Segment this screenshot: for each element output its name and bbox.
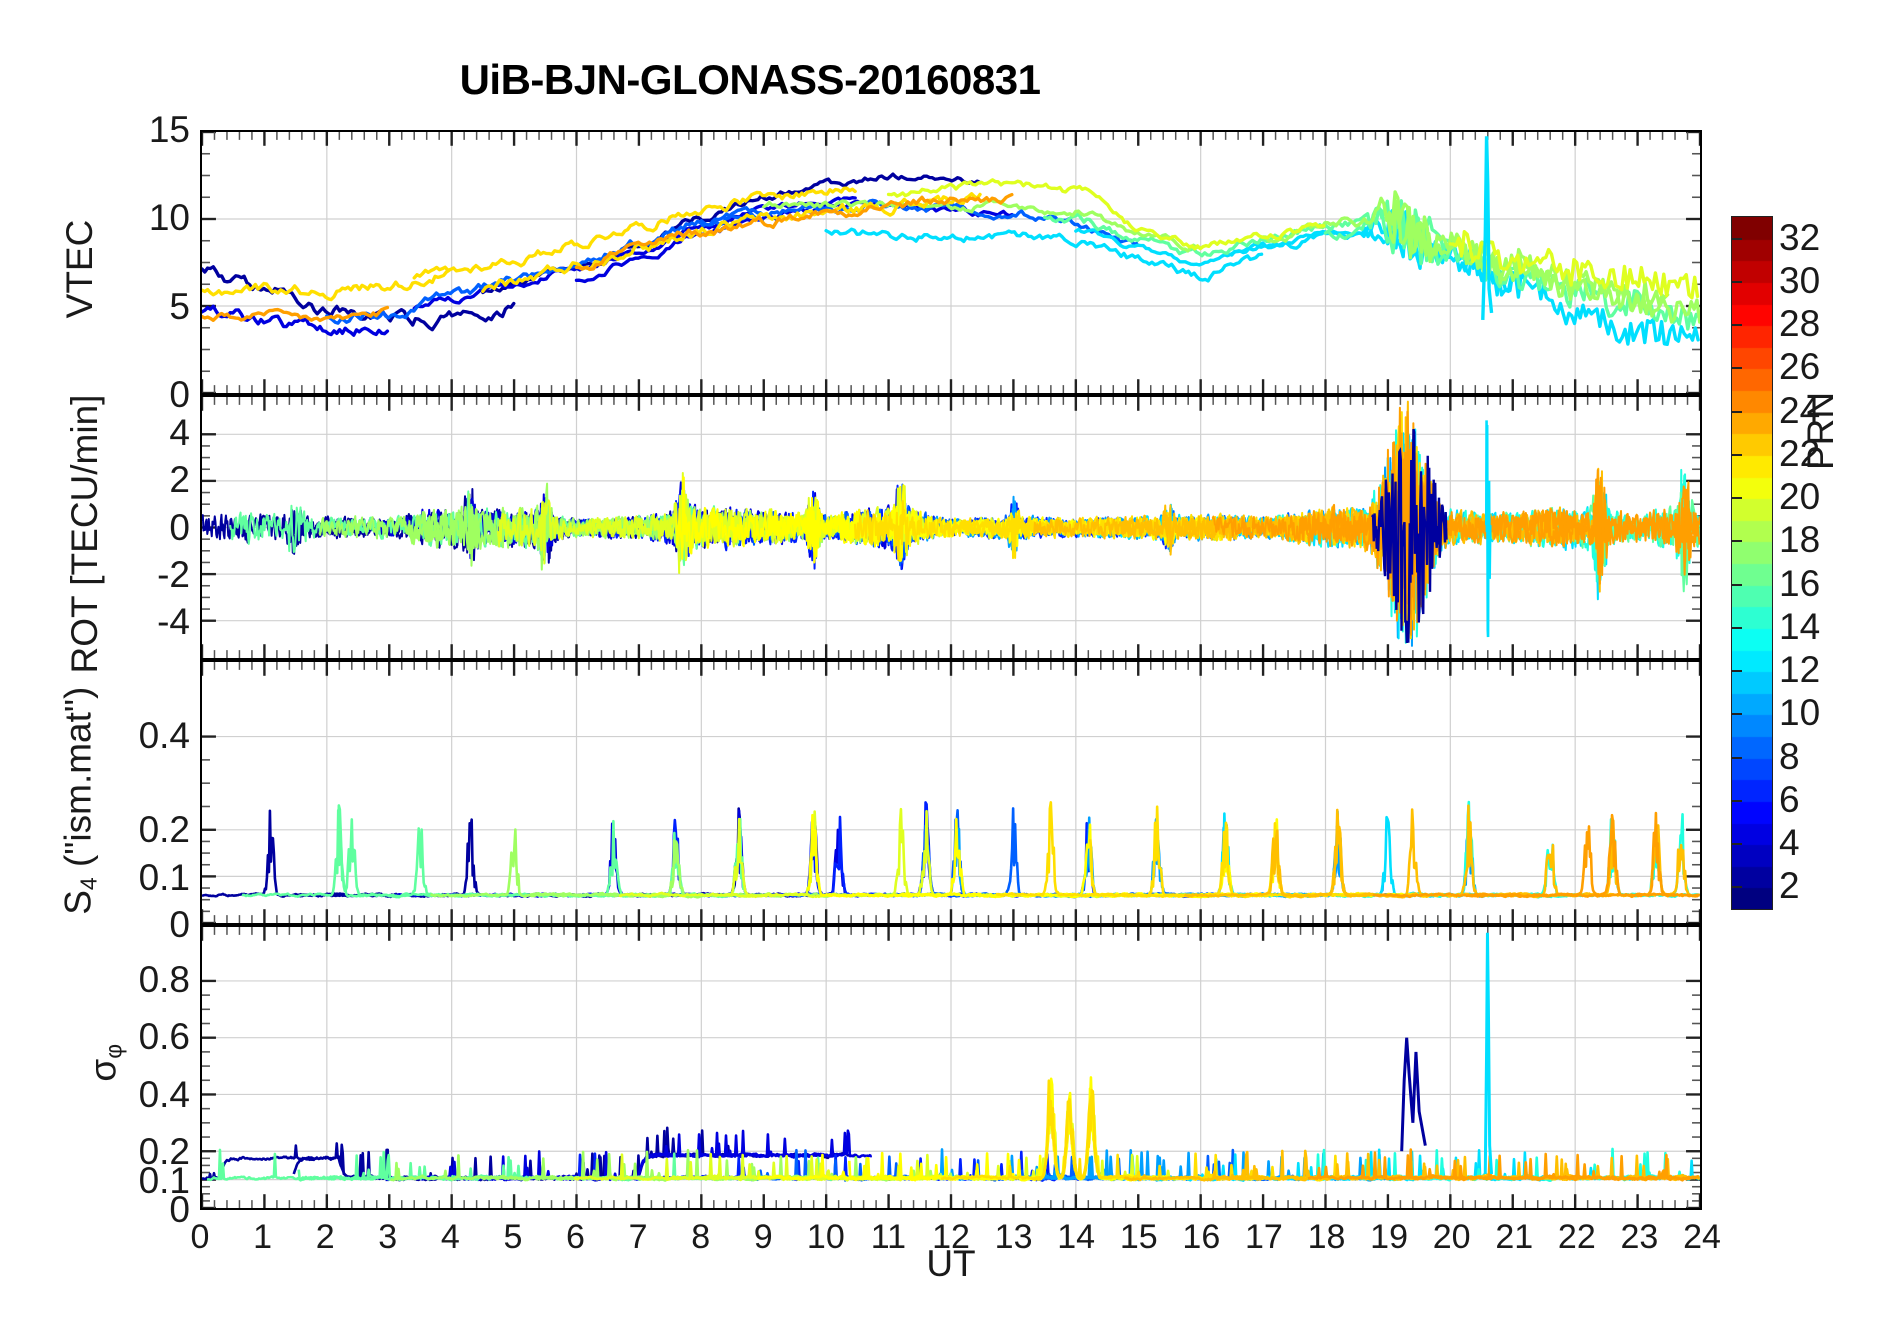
x-tick-8: 8 [691, 1218, 711, 1256]
x-tick-21: 21 [1495, 1218, 1534, 1256]
colorbar-tickmark [1731, 324, 1742, 327]
colorbar-tickmark [1731, 410, 1742, 413]
y-tick-sigmaphi: 0.4 [138, 1073, 190, 1115]
colorbar-tick-20: 20 [1779, 476, 1821, 518]
prn-colorbar [1731, 216, 1773, 910]
colorbar-tickmark [1731, 886, 1742, 889]
x-tick-3: 3 [378, 1218, 398, 1256]
colorbar-label: PRN [1800, 391, 1841, 470]
colorbar-tickmark [1731, 497, 1742, 500]
y-tick-rot: -4 [157, 601, 190, 643]
x-tick-5: 5 [503, 1218, 523, 1256]
y-tick-vtec: 10 [148, 197, 190, 239]
colorbar-tick-12: 12 [1779, 649, 1821, 691]
x-tick-7: 7 [628, 1218, 648, 1256]
colorbar-tick-18: 18 [1779, 519, 1821, 561]
x-tick-23: 23 [1620, 1218, 1659, 1256]
x-tick-20: 20 [1432, 1218, 1471, 1256]
y-tick-sigmaphi: 0.8 [138, 958, 190, 1000]
page-title: UiB-BJN-GLONASS-20160831 [459, 56, 1041, 103]
x-tick-15: 15 [1119, 1218, 1158, 1256]
x-tick-12: 12 [932, 1218, 970, 1256]
y-tick-s4: 0 [169, 904, 190, 945]
colorbar-tick-8: 8 [1779, 735, 1800, 777]
colorbar-tickmark [1731, 583, 1742, 586]
colorbar-tickmark [1731, 540, 1742, 543]
x-tick-19: 19 [1370, 1218, 1408, 1256]
panel-rot [200, 395, 1702, 660]
y-tick-rot: 4 [169, 411, 190, 453]
x-tick-17: 17 [1244, 1218, 1283, 1256]
y-tick-s4: 0.2 [138, 809, 190, 851]
colorbar-tick-16: 16 [1779, 562, 1821, 604]
colorbar-tick-14: 14 [1779, 605, 1821, 647]
colorbar-tickmark [1731, 280, 1742, 283]
colorbar-tick-24: 24 [1779, 389, 1821, 431]
y-tick-s4: 0.1 [138, 856, 190, 898]
colorbar-tick-10: 10 [1779, 692, 1821, 734]
colorbar-tick-32: 32 [1779, 216, 1821, 258]
colorbar-tick-4: 4 [1779, 822, 1800, 864]
colorbar-tick-30: 30 [1779, 259, 1821, 301]
x-tick-22: 22 [1557, 1218, 1596, 1256]
y-tick-sigmaphi: 0.1 [138, 1160, 190, 1202]
x-tick-24: 24 [1683, 1218, 1721, 1256]
y-tick-sigmaphi: 0.6 [138, 1016, 190, 1058]
y-tick-vtec: 5 [169, 285, 190, 327]
x-tick-16: 16 [1182, 1218, 1221, 1256]
y-tick-vtec: 0 [169, 374, 190, 415]
colorbar-tickmark [1731, 756, 1742, 759]
x-tick-13: 13 [994, 1218, 1033, 1256]
y-tick-s4: 0.4 [138, 714, 190, 756]
colorbar-tick-2: 2 [1779, 865, 1800, 907]
vtec-plot-area [202, 132, 1700, 393]
x-tick-14: 14 [1057, 1218, 1096, 1256]
y-tick-rot: 0 [169, 506, 190, 548]
colorbar-tick-22: 22 [1779, 432, 1821, 474]
y-tick-sigmaphi: 0.2 [138, 1131, 190, 1173]
sigmaphi-plot-area [202, 927, 1700, 1208]
x-tick-10: 10 [806, 1218, 845, 1256]
colorbar-tick-6: 6 [1779, 778, 1800, 820]
x-tick-0: 0 [190, 1218, 210, 1256]
y-tick-sigmaphi: 0 [169, 1189, 190, 1230]
colorbar-tickmark [1731, 453, 1742, 456]
x-tick-9: 9 [753, 1218, 773, 1256]
x-tick-1: 1 [253, 1218, 273, 1256]
x-tick-4: 4 [440, 1218, 460, 1256]
x-tick-18: 18 [1307, 1218, 1346, 1256]
colorbar-tickmark [1731, 367, 1742, 370]
x-tick-2: 2 [315, 1218, 335, 1256]
y-tick-vtec: 15 [148, 109, 190, 150]
s4-plot-area [202, 662, 1700, 923]
colorbar-tickmark [1731, 670, 1742, 673]
vtec-axis-label: VTEC [59, 219, 100, 319]
colorbar-tickmark [1731, 626, 1742, 629]
y-tick-rot: -2 [157, 553, 190, 595]
y-tick-rot: 2 [169, 459, 190, 501]
colorbar-gradient [1732, 217, 1772, 909]
colorbar-tick-26: 26 [1779, 346, 1821, 388]
colorbar-tick-28: 28 [1779, 303, 1821, 345]
x-tick-6: 6 [566, 1218, 585, 1256]
x-axis-label: UT [926, 1243, 976, 1284]
colorbar-tickmark [1731, 843, 1742, 846]
x-tick-11: 11 [870, 1218, 907, 1256]
colorbar-tickmark [1731, 713, 1742, 716]
panel-s4 [200, 660, 1702, 925]
rot-plot-area [202, 397, 1700, 658]
colorbar-tickmark [1731, 799, 1742, 802]
panel-sigmaphi [200, 925, 1702, 1210]
panel-vtec [200, 130, 1702, 395]
colorbar-tickmark [1731, 237, 1742, 240]
